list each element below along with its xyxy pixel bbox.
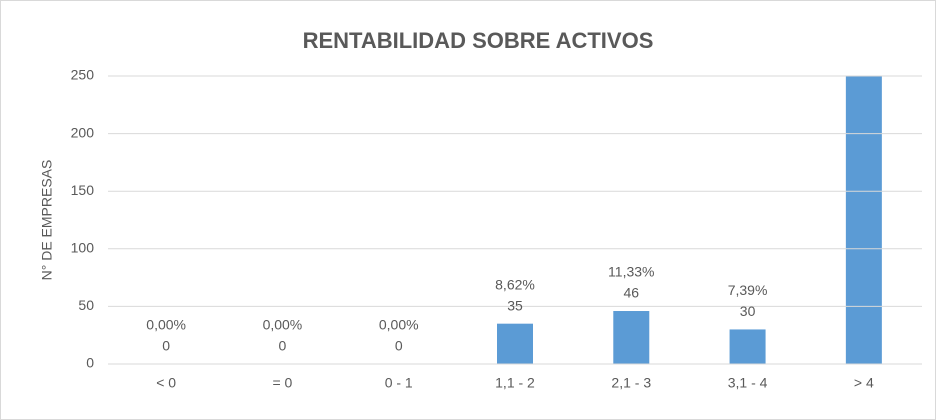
chart-title: RENTABILIDAD SOBRE ACTIVOS: [303, 28, 654, 53]
y-tick-label: 100: [71, 240, 95, 256]
value-label: 30: [740, 303, 756, 319]
percentage-label: 0,00%: [146, 317, 186, 333]
x-tick-label: 1,1 - 2: [495, 375, 535, 391]
y-tick-label: 250: [71, 67, 95, 83]
bar: [613, 311, 650, 364]
percentage-label: 0,00%: [379, 317, 419, 333]
bar: [729, 329, 766, 364]
x-tick-label: 0 - 1: [385, 375, 413, 391]
y-axis-label: N° DE EMPRESAS: [39, 160, 55, 281]
value-label: 0: [279, 338, 287, 354]
bar: [497, 323, 533, 364]
y-tick-label: 50: [78, 297, 94, 313]
x-tick-label: < 0: [156, 375, 176, 391]
percentage-label: 0,00%: [263, 317, 303, 333]
x-tick-label: 3,1 - 4: [728, 375, 768, 391]
x-tick-label: 2,1 - 3: [611, 375, 651, 391]
y-tick-label: 150: [71, 182, 95, 198]
x-tick-label: = 0: [272, 375, 292, 391]
y-tick-label: 200: [71, 124, 95, 140]
value-label: 0: [395, 338, 403, 354]
plot-area: [497, 76, 882, 364]
y-tick-label: 0: [86, 355, 94, 371]
percentage-label: 8,62%: [495, 276, 535, 292]
value-label: 35: [507, 297, 523, 313]
value-label: 0: [162, 338, 170, 354]
x-tick-label: > 4: [854, 375, 874, 391]
percentage-label: 11,33%: [608, 264, 654, 280]
value-label: 46: [623, 285, 639, 301]
bar: [845, 76, 882, 364]
percentage-label: 7,39%: [728, 282, 768, 298]
